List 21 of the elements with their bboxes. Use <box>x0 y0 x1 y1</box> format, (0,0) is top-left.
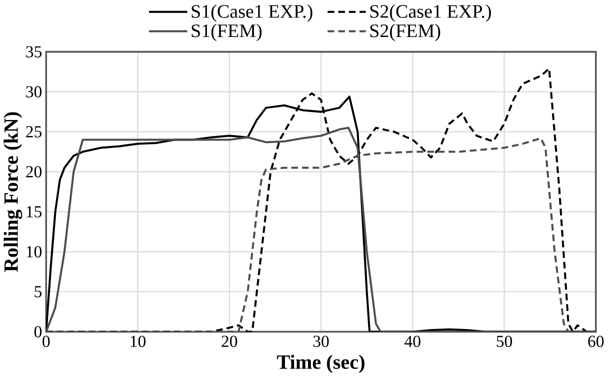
y-axis-title: Rolling Force (kN) <box>4 112 22 272</box>
x-tick-label: 30 <box>313 336 329 348</box>
x-tick-label: 0 <box>42 336 50 348</box>
legend-label: S1(FEM) <box>192 24 262 42</box>
y-tick-label: 25 <box>26 126 42 138</box>
y-tick-label: 10 <box>26 246 42 258</box>
y-tick-label: 35 <box>26 46 42 58</box>
x-tick-label: 20 <box>222 336 238 348</box>
x-axis-title: Time (sec) <box>277 354 364 374</box>
x-tick-label: 10 <box>130 336 146 348</box>
x-tick-label: 50 <box>496 336 512 348</box>
y-tick-label: 30 <box>26 86 42 98</box>
x-tick-label: 40 <box>404 336 420 348</box>
legend-label: S1(Case1 EXP.) <box>192 4 312 22</box>
y-tick-label: 0 <box>34 326 42 338</box>
legend-label: S2(FEM) <box>370 24 440 42</box>
legend-label: S2(Case1 EXP.) <box>370 4 491 22</box>
y-tick-label: 5 <box>34 286 42 298</box>
x-tick-label: 60 <box>588 336 604 348</box>
y-tick-label: 20 <box>26 166 42 178</box>
y-tick-label: 15 <box>26 206 42 218</box>
